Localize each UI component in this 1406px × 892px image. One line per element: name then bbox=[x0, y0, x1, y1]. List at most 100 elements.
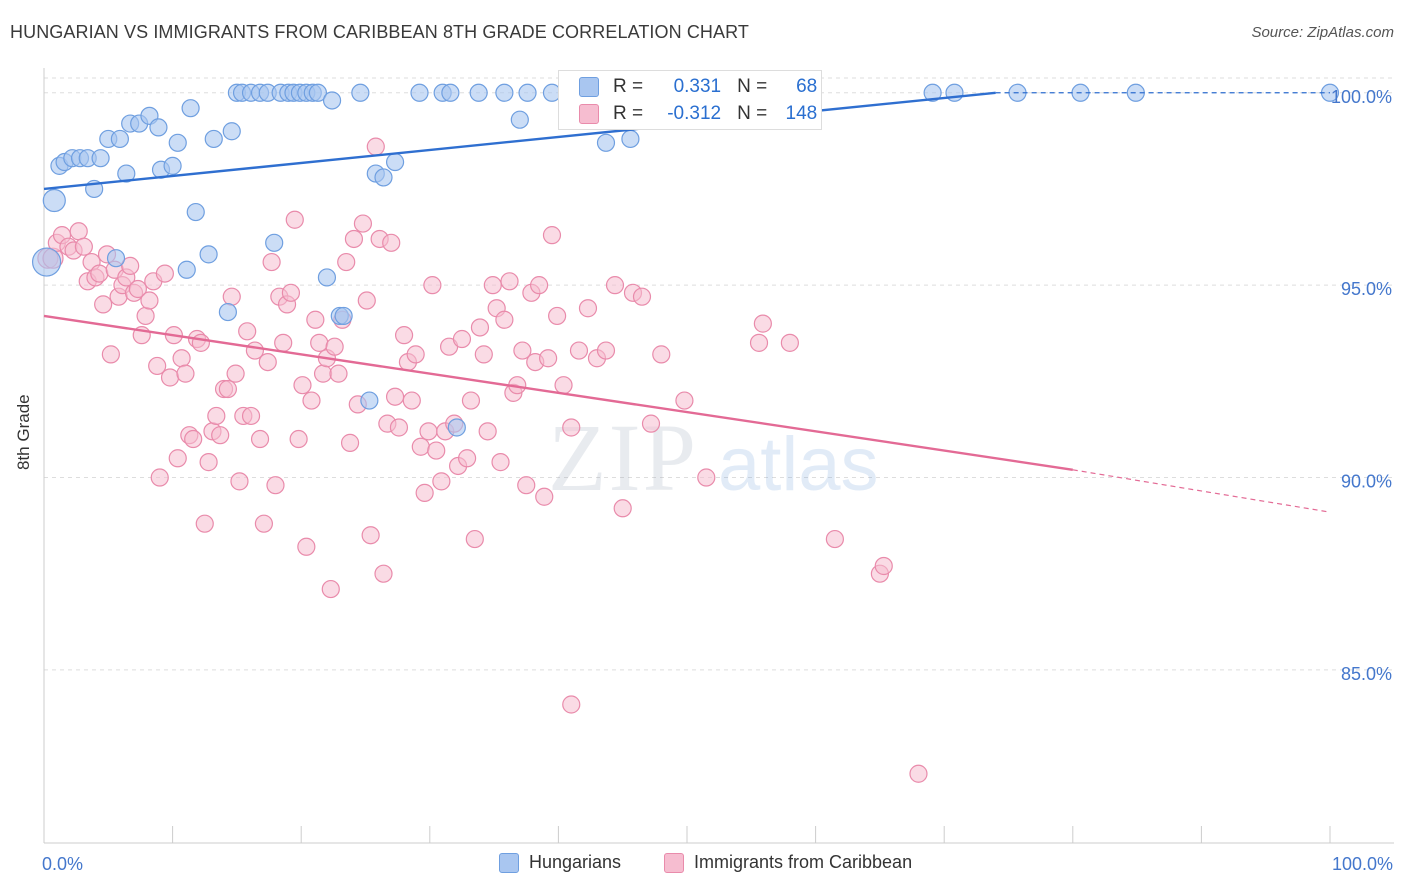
caribbean-point bbox=[150, 468, 169, 487]
caribbean-point bbox=[361, 526, 380, 545]
caribbean-point bbox=[254, 514, 274, 533]
caribbean-trend-line bbox=[43, 314, 1073, 471]
hungarian-point bbox=[621, 129, 640, 149]
stats-n-label: N = bbox=[737, 76, 768, 97]
hungarian-point bbox=[31, 247, 62, 277]
caribbean-point bbox=[382, 233, 401, 252]
caribbean-point bbox=[241, 406, 261, 426]
caribbean-point bbox=[344, 229, 364, 249]
caribbean-point bbox=[136, 306, 155, 326]
stats-row-hungarians: R = 0.331 N = 68 bbox=[579, 74, 817, 100]
y-tick-label: 95.0% bbox=[1341, 279, 1392, 299]
caribbean-point bbox=[385, 387, 405, 406]
caribbean-point bbox=[289, 429, 308, 449]
legend-item-caribbean[interactable]: Immigrants from Caribbean bbox=[664, 852, 912, 873]
caribbean-point bbox=[457, 449, 477, 468]
caribbean-point bbox=[90, 264, 109, 283]
caribbean-point bbox=[297, 537, 316, 556]
hungarian-point bbox=[518, 83, 537, 102]
caribbean-point bbox=[340, 433, 360, 452]
hungarian-point bbox=[447, 418, 466, 437]
caribbean-point bbox=[274, 333, 293, 352]
caribbean-point bbox=[250, 429, 270, 449]
caribbean-point bbox=[749, 333, 769, 352]
caribbean-point bbox=[513, 341, 532, 360]
caribbean-point bbox=[302, 391, 321, 410]
stats-n-label: N = bbox=[737, 103, 768, 124]
hungarian-point bbox=[163, 156, 182, 175]
caribbean-point bbox=[539, 349, 558, 368]
caribbean-point bbox=[94, 295, 113, 314]
caribbean-point bbox=[357, 291, 376, 310]
watermark: ZIP atlas bbox=[548, 404, 879, 511]
caribbean-point bbox=[780, 333, 799, 352]
caribbean-point bbox=[258, 352, 277, 372]
hungarian-point bbox=[308, 83, 328, 102]
x-tick-label-right: 100.0% bbox=[1332, 854, 1393, 874]
x-tick-labels: 0.0% 100.0% bbox=[42, 854, 1393, 874]
caribbean-point bbox=[578, 299, 598, 318]
hungarian-point bbox=[334, 306, 353, 326]
caribbean-point bbox=[148, 356, 167, 376]
caribbean-point bbox=[191, 333, 210, 352]
caribbean-point bbox=[517, 476, 536, 495]
stats-swatch-pink bbox=[579, 104, 599, 124]
hungarian-point bbox=[149, 118, 168, 137]
caribbean-point bbox=[353, 214, 373, 233]
caribbean-point bbox=[415, 483, 434, 502]
caribbean-point bbox=[465, 529, 484, 549]
caribbean-point bbox=[313, 364, 333, 383]
caribbean-point bbox=[406, 345, 425, 364]
legend-item-hungarians[interactable]: Hungarians bbox=[499, 852, 621, 873]
y-tick-label: 90.0% bbox=[1341, 472, 1392, 492]
hungarian-point bbox=[510, 110, 529, 129]
hungarian-point bbox=[360, 391, 379, 410]
hungarian-point bbox=[374, 168, 393, 187]
caribbean-point bbox=[548, 306, 567, 326]
caribbean-point bbox=[394, 326, 414, 345]
caribbean-point bbox=[238, 322, 257, 341]
caribbean-point bbox=[199, 453, 218, 472]
caribbean-point bbox=[675, 391, 694, 410]
stats-r-label: R = bbox=[613, 103, 644, 124]
caribbean-point bbox=[128, 279, 147, 299]
caribbean-point bbox=[452, 329, 472, 349]
caribbean-point bbox=[74, 237, 93, 256]
hungarian-point bbox=[410, 83, 429, 102]
legend-label-hungarians: Hungarians bbox=[529, 852, 622, 872]
caribbean-point bbox=[652, 345, 671, 364]
caribbean-point bbox=[195, 514, 214, 533]
legend: Hungarians Immigrants from Caribbean bbox=[0, 852, 1406, 880]
caribbean-point bbox=[427, 441, 446, 460]
y-tick-label: 100.0% bbox=[1331, 87, 1392, 107]
caribbean-point bbox=[69, 222, 88, 241]
caribbean-point bbox=[495, 310, 514, 329]
hungarian-point bbox=[265, 233, 284, 252]
hungarian-point bbox=[168, 133, 187, 152]
caribbean-point bbox=[101, 345, 120, 364]
caribbean-point bbox=[402, 391, 421, 410]
hungarian-point bbox=[106, 249, 126, 268]
caribbean-point bbox=[281, 283, 301, 302]
caribbean-trend-extension bbox=[1072, 469, 1331, 513]
caribbean-point bbox=[321, 579, 340, 599]
caribbean-point bbox=[825, 529, 844, 549]
hungarian-point bbox=[181, 99, 200, 118]
hungarian-point bbox=[317, 268, 337, 287]
caribbean-point bbox=[641, 414, 661, 433]
hungarian-point bbox=[110, 129, 129, 149]
y-axis-label: 8th Grade bbox=[14, 394, 33, 470]
caribbean-point bbox=[554, 376, 573, 395]
hungarian-point bbox=[385, 152, 405, 172]
hungarian-point bbox=[322, 91, 342, 110]
caribbean-point bbox=[483, 276, 502, 295]
caribbean-point bbox=[411, 437, 430, 456]
hungarian-point bbox=[186, 202, 205, 222]
stats-n-value: 148 bbox=[785, 103, 818, 124]
caribbean-point bbox=[329, 364, 348, 383]
hungarian-point bbox=[199, 245, 218, 264]
caribbean-point bbox=[596, 341, 616, 360]
hungarian-point bbox=[204, 129, 223, 149]
hungarians-trend-line bbox=[43, 91, 996, 191]
